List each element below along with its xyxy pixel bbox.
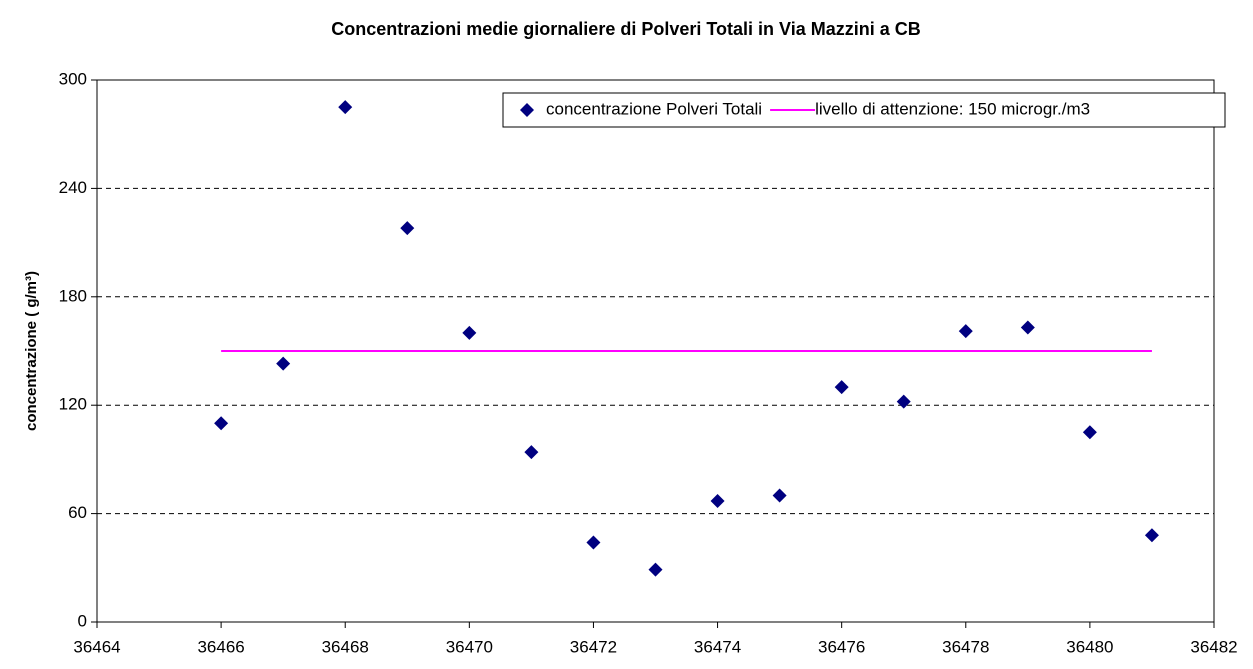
x-tick-label: 36480 (1066, 637, 1113, 656)
y-tick-label: 120 (59, 395, 87, 414)
data-point (586, 535, 601, 550)
chart-title: Concentrazioni medie giornaliere di Polv… (331, 19, 920, 39)
plot-frame (96, 79, 1215, 623)
y-tick-label: 180 (59, 286, 87, 305)
data-point (896, 394, 911, 409)
y-tick-label: 0 (78, 611, 87, 630)
legend (502, 92, 1226, 128)
x-tick-label: 36474 (694, 637, 741, 656)
legend-label: concentrazione Polveri Totali (546, 99, 762, 118)
x-tick-label: 36478 (942, 637, 989, 656)
y-tick-label: 60 (68, 503, 87, 522)
x-tick-label: 36466 (197, 637, 244, 656)
data-point (276, 356, 291, 371)
data-point (338, 100, 353, 115)
data-point (524, 445, 539, 460)
x-tick-label: 36476 (818, 637, 865, 656)
data-point (772, 488, 787, 503)
data-point (958, 324, 973, 339)
x-tick-label: 36464 (73, 637, 120, 656)
data-point (400, 221, 415, 236)
legend-marker (520, 103, 534, 117)
data-point (1082, 425, 1097, 440)
x-tick-label: 36472 (570, 637, 617, 656)
data-point (1144, 528, 1159, 543)
x-tick-label: 36468 (322, 637, 369, 656)
data-point (648, 562, 663, 577)
data-point (462, 325, 477, 340)
data-point (214, 416, 229, 431)
data-point (710, 493, 725, 508)
y-tick-label: 240 (59, 178, 87, 197)
y-tick-label: 300 (59, 69, 87, 88)
y-axis-label: concentrazione ( g/m³) (23, 271, 40, 431)
legend-label: livello di attenzione: 150 microgr./m3 (815, 99, 1090, 118)
data-point (834, 380, 849, 395)
x-tick-label: 36482 (1190, 637, 1237, 656)
x-tick-label: 36470 (446, 637, 493, 656)
data-point (1020, 320, 1035, 335)
